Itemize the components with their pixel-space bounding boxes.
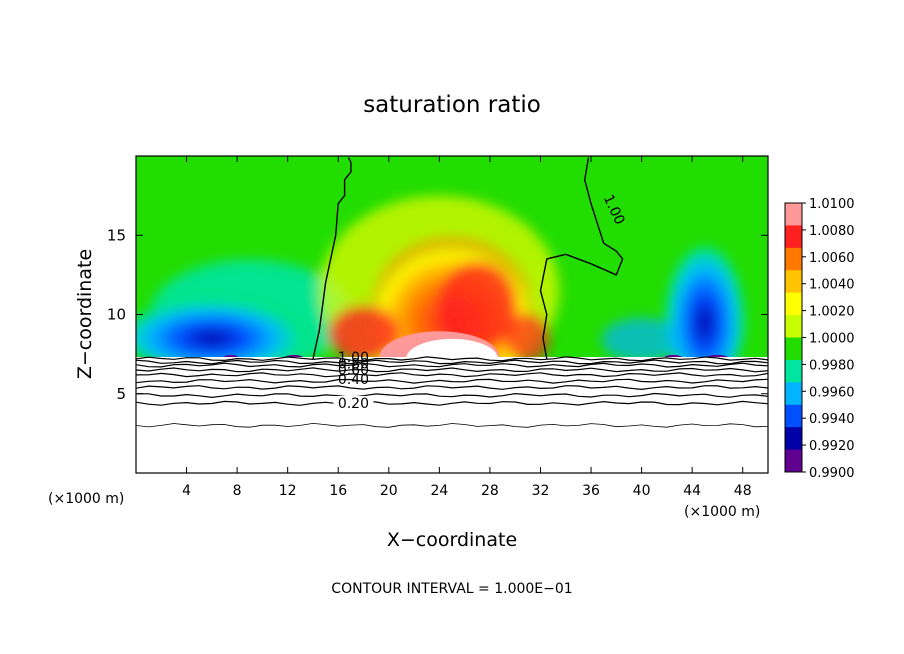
colorbar-swatch <box>785 225 802 249</box>
stable-layer <box>136 357 768 473</box>
cold-core-left <box>136 290 307 371</box>
colorbar-label: 1.0040 <box>809 278 855 293</box>
y-axis-label: Z−coordinate <box>74 249 96 379</box>
colorbar-swatch <box>785 247 802 271</box>
x-axis-label: X−coordinate <box>387 529 517 551</box>
cyan-band-right <box>601 317 682 362</box>
contour-label: 1.00 <box>338 350 369 366</box>
colorbar-swatch <box>785 359 802 383</box>
colorbar-swatch <box>785 203 802 226</box>
x-tick-label: 44 <box>683 483 701 499</box>
colorbar-label: 0.9900 <box>809 466 855 481</box>
colorbar-swatch <box>785 270 802 294</box>
x-axis-ticks: 4 8 12 16 20 24 28 32 36 40 44 48 <box>182 156 752 499</box>
red-core-right <box>437 261 518 352</box>
colorbar-label: 1.0080 <box>809 224 855 239</box>
x-tick-label: 28 <box>481 483 499 499</box>
stratified-contour-1 <box>136 359 768 365</box>
stratified-contour-7 <box>136 392 768 399</box>
red-core-far-right <box>505 313 550 364</box>
x-unit-right: (×1000 m) <box>684 504 760 520</box>
colorbar-label: 0.9920 <box>809 439 855 454</box>
x-tick-label: 32 <box>532 483 550 499</box>
colorbar: 1.0100 1.0080 1.0060 1.0040 1.0020 1.0000 0.99… <box>784 197 855 481</box>
stratified-contour-3 <box>136 367 768 373</box>
contour-label: 0.20 <box>338 396 369 412</box>
plot-field <box>136 156 768 473</box>
cold-core-right <box>662 226 747 387</box>
stratified-contour-0 <box>136 356 768 362</box>
stratified-contour-6 <box>136 385 768 391</box>
colorbar-swatch <box>785 315 802 338</box>
contour-lines <box>136 157 768 428</box>
x-tick-label: 12 <box>279 483 297 499</box>
contour-label: 0.60 <box>338 363 369 379</box>
x-tick-label: 4 <box>182 483 191 499</box>
x-tick-label: 8 <box>233 483 242 499</box>
y-tick-label: 5 <box>116 385 126 403</box>
x-unit-left: (×1000 m) <box>48 491 124 507</box>
colorbar-swatch <box>785 404 802 428</box>
contour-line-1 <box>539 157 624 360</box>
x-tick-label: 36 <box>582 483 600 499</box>
contour-label: 0.40 <box>338 372 369 388</box>
x-tick-label: 20 <box>380 483 398 499</box>
stratified-contour-5 <box>136 378 768 384</box>
colorbar-swatch <box>785 449 802 473</box>
contour-label-bg <box>333 396 374 413</box>
colorbar-label: 1.0020 <box>809 305 855 320</box>
stratified-contour-9 <box>136 422 768 428</box>
y-tick-label: 15 <box>107 226 126 244</box>
x-tick-label: 24 <box>430 483 448 499</box>
colorbar-swatch <box>785 427 802 451</box>
stratified-contour-2 <box>136 362 768 368</box>
colorbar-label: 1.0100 <box>809 197 855 212</box>
colorbar-swatch <box>785 382 802 406</box>
contour-interval-note: CONTOUR INTERVAL = 1.000E−01 <box>331 581 572 597</box>
stratified-contour-4 <box>136 372 768 378</box>
x-tick-label: 16 <box>329 483 347 499</box>
colorbar-label: 1.0060 <box>809 251 855 266</box>
contour-label: 0.80 <box>338 356 369 372</box>
y-axis-ticks: 5 10 15 <box>107 226 768 403</box>
x-tick-label: 40 <box>633 483 651 499</box>
colorbar-label: 0.9980 <box>809 358 855 373</box>
stratified-contour-8 <box>136 400 768 406</box>
contour-labels: 1.000.800.600.400.201.00 <box>333 192 627 413</box>
x-tick-label: 48 <box>734 483 752 499</box>
colorbar-swatch <box>785 292 802 316</box>
colorbar-label: 0.9940 <box>809 412 855 427</box>
contour-line-0 <box>312 157 352 360</box>
y-tick-label: 10 <box>107 306 126 324</box>
red-core-left <box>328 305 399 362</box>
colorbar-label: 0.9960 <box>809 385 855 400</box>
colorbar-label: 1.0000 <box>809 332 855 347</box>
chart-title: saturation ratio <box>363 92 541 118</box>
colorbar-swatch <box>785 337 802 361</box>
